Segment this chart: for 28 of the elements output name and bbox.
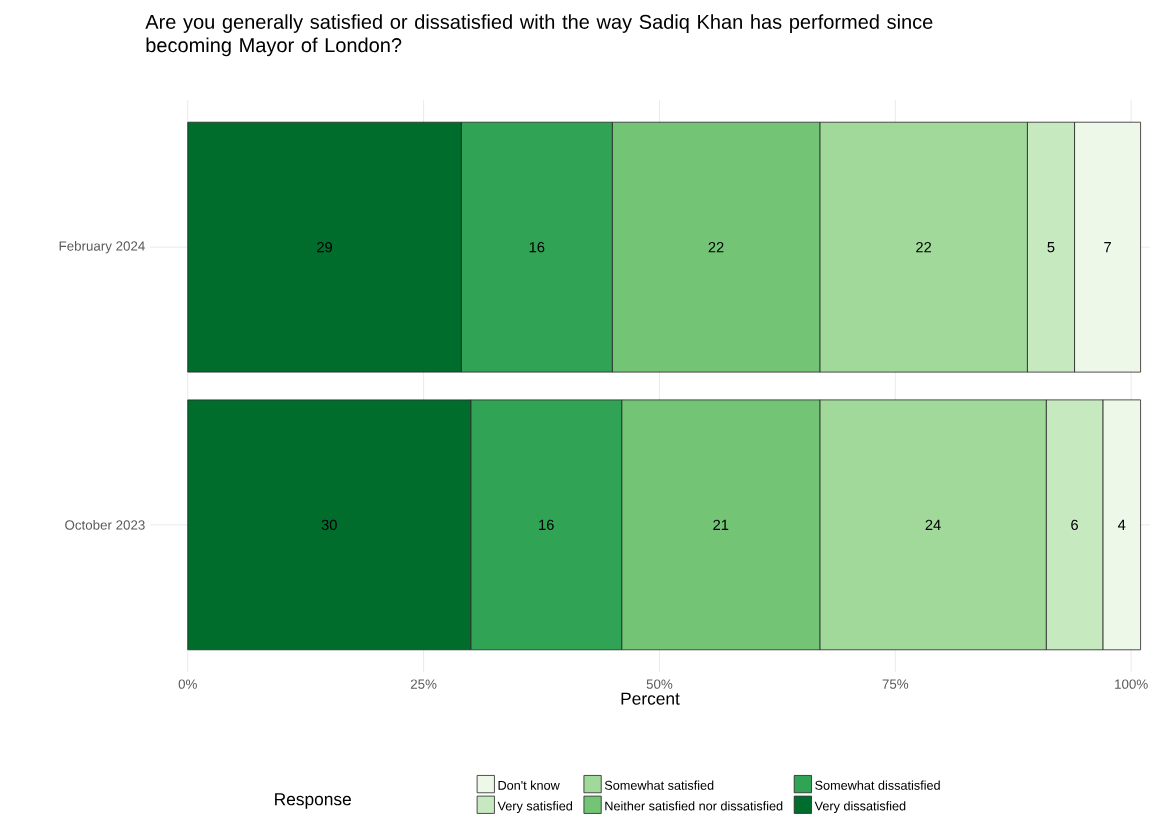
y-tick-label: October 2023	[65, 519, 145, 530]
legend-label: Somewhat dissatisfied	[815, 780, 940, 790]
x-axis-title: Percent	[621, 692, 680, 705]
legend-label: Don't know	[498, 780, 560, 790]
data-label: 21	[713, 519, 729, 530]
x-tick-label: 100%	[1115, 679, 1148, 689]
data-label: 29	[317, 241, 332, 253]
legend-title: Response	[275, 793, 351, 809]
data-label: 16	[539, 519, 554, 531]
chart-title: Are you generally satisfied or dissatisfied with the way Sadiq Khan has performed since becoming Mayor of London?	[145, 14, 933, 57]
data-label: 22	[708, 242, 724, 253]
data-label: 5	[1047, 242, 1055, 253]
x-tick-label: 25%	[410, 679, 437, 689]
x-tick-label: 75%	[882, 679, 909, 689]
data-label: 16	[529, 241, 545, 253]
data-label: 6	[1071, 519, 1078, 531]
data-label: 4	[1117, 519, 1126, 530]
y-tick-label: February 2024	[59, 240, 145, 254]
legend-label: Very satisfied	[497, 801, 573, 813]
legend-label: Neither satisfied nor dissatisfied	[605, 801, 783, 811]
legend-label: Very dissatisfied	[814, 801, 906, 813]
data-label: 22	[916, 242, 932, 253]
legend-label: Somewhat satisfied	[604, 780, 714, 790]
x-tick-label: 0%	[178, 679, 197, 689]
data-label: 24	[925, 519, 941, 530]
data-label: 7	[1104, 242, 1111, 253]
x-tick-label: 50%	[646, 679, 673, 689]
data-label: 30	[321, 519, 337, 531]
